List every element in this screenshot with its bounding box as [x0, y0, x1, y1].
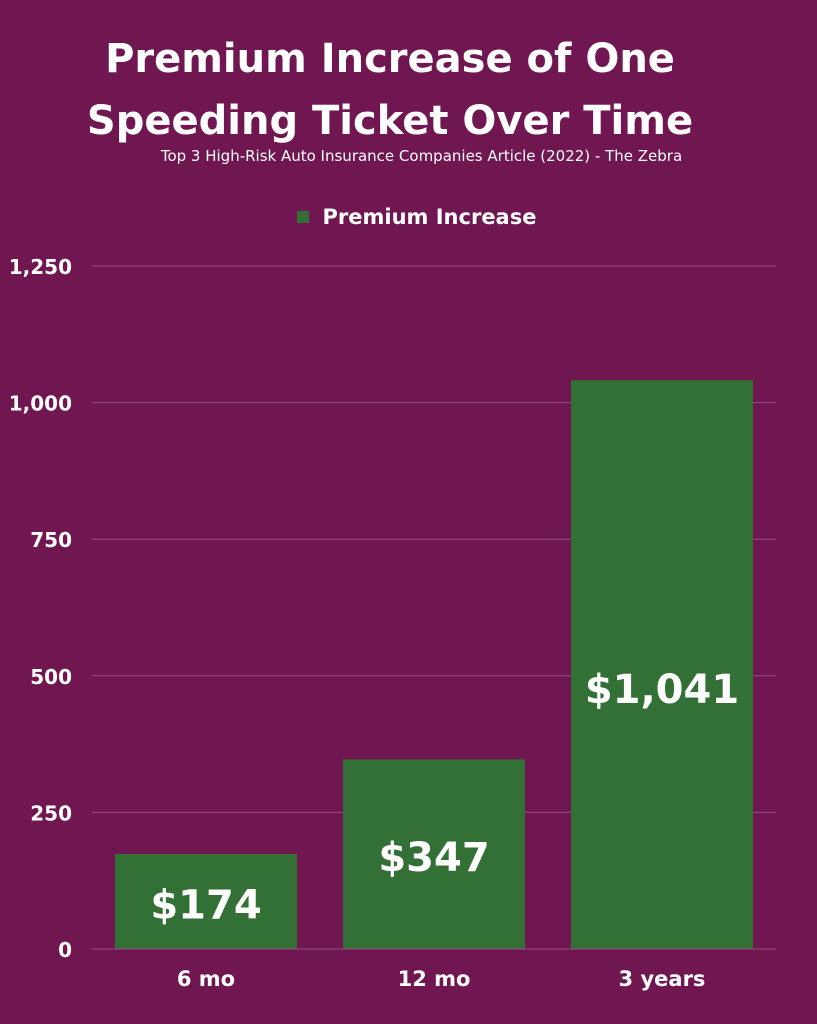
- y-tick-label: 1,250: [9, 255, 72, 279]
- bar: [571, 380, 753, 949]
- chart-title: Premium Increase of One Speeding Ticket …: [0, 28, 780, 152]
- x-tick-label: 12 mo: [398, 967, 471, 991]
- x-tick-label: 3 years: [619, 967, 706, 991]
- chart-title-line-1: Premium Increase of One: [105, 36, 675, 82]
- chart-title-line-2: Speeding Ticket Over Time: [86, 98, 694, 144]
- x-tick-label: 6 mo: [177, 967, 235, 991]
- chart-subtitle: Top 3 High-Risk Auto Insurance Companies…: [160, 147, 683, 165]
- y-tick-label: 0: [58, 938, 72, 962]
- data-label: $174: [150, 882, 261, 928]
- y-tick-label: 500: [30, 665, 72, 689]
- data-label: $347: [378, 835, 489, 881]
- bar: [115, 853, 297, 949]
- legend: Premium Increase: [0, 205, 817, 229]
- bar: [343, 759, 525, 949]
- legend-label: Premium Increase: [322, 205, 537, 229]
- y-tick-label: 750: [30, 528, 72, 552]
- y-tick-label: 250: [30, 801, 72, 825]
- y-tick-label: 1,000: [9, 392, 72, 416]
- data-label: $1,041: [585, 667, 739, 713]
- legend-swatch: [296, 211, 309, 223]
